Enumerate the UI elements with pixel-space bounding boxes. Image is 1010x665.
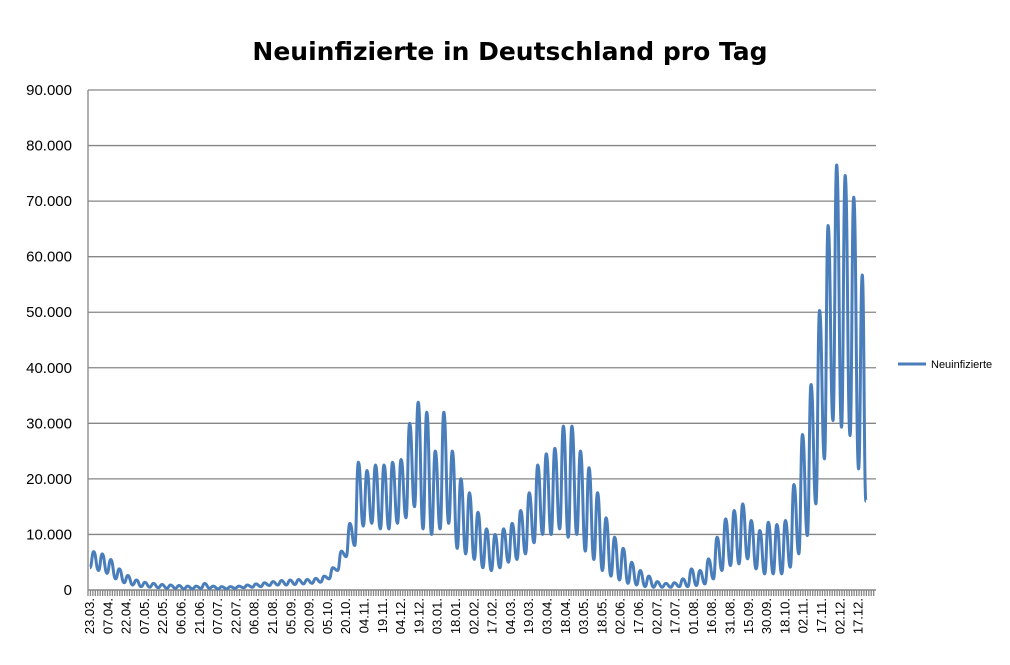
series-group xyxy=(88,163,868,591)
x-tick-label: 17.07. xyxy=(668,598,683,634)
x-tick-label: 04.03. xyxy=(503,598,518,634)
x-tick-label: 19.12. xyxy=(411,598,426,634)
y-tick-label: 10.000 xyxy=(26,526,72,543)
x-tick-label: 03.05. xyxy=(576,598,591,634)
y-tick-label: 60.000 xyxy=(26,249,72,266)
x-tick-label: 22.04. xyxy=(119,598,134,634)
y-axis-labels: 0 10.000 20.000 30.000 40.000 50.000 60.000 70.… xyxy=(26,82,72,599)
x-tick-label: 18.10. xyxy=(777,598,792,634)
x-tick-label: 22.05. xyxy=(155,598,170,634)
y-tick-label: 80.000 xyxy=(26,138,72,155)
y-tick-label: 90.000 xyxy=(26,82,72,99)
x-tick-label: 05.10. xyxy=(320,598,335,634)
x-tick-label: 15.09. xyxy=(741,598,756,634)
y-tick-label: 0 xyxy=(64,582,72,599)
legend: Neuinfizierte xyxy=(898,359,992,371)
x-tick-label: 02.11. xyxy=(796,598,811,633)
x-tick-label: 31.08. xyxy=(723,598,738,634)
y-tick-label: 40.000 xyxy=(26,360,72,377)
x-tick-label: 03.04. xyxy=(540,598,555,634)
x-tick-label: 20.10. xyxy=(338,598,353,634)
x-tick-label: 19.11. xyxy=(375,598,390,633)
y-tick-label: 20.000 xyxy=(26,471,72,488)
x-tick-label: 17.02. xyxy=(485,598,500,634)
x-tick-label: 06.08. xyxy=(247,598,262,634)
x-tick-label: 02.07. xyxy=(649,598,664,634)
x-tick-label: 16.08. xyxy=(704,598,719,634)
chart-title: Neuinfizierte in Deutschland pro Tag xyxy=(252,37,767,66)
x-tick-label: 04.12. xyxy=(393,598,408,634)
x-tick-label: 07.05. xyxy=(137,598,152,634)
x-tick-label: 05.09. xyxy=(283,598,298,634)
x-tick-label: 07.07. xyxy=(210,598,225,634)
gridlines xyxy=(88,89,876,536)
x-tick-label: 06.06. xyxy=(174,598,189,634)
x-tick-label: 17.06. xyxy=(631,598,646,634)
x-tick-label: 30.09. xyxy=(759,598,774,634)
x-tick-label: 03.01. xyxy=(430,598,445,634)
x-axis xyxy=(87,90,876,596)
x-tick-label: 17.11. xyxy=(814,598,829,633)
x-tick-label: 21.06. xyxy=(192,598,207,634)
x-tick-label: 02.12. xyxy=(832,598,847,634)
x-tick-label: 17.12. xyxy=(851,598,866,634)
x-tick-label: 22.07. xyxy=(228,598,243,634)
x-tick-label: 20.09. xyxy=(302,598,317,634)
y-tick-label: 30.000 xyxy=(26,415,72,432)
x-tick-label: 18.01. xyxy=(448,598,463,634)
x-tick-label: 18.04. xyxy=(558,598,573,634)
x-tick-label: 02.02. xyxy=(466,598,481,634)
legend-label: Neuinfizierte xyxy=(931,359,992,371)
x-tick-label: 07.04. xyxy=(100,598,115,634)
x-axis-labels: 23.03. 07.04. 22.04. 07.05. 22.05. 06.06. 21.0… xyxy=(82,598,866,634)
x-tick-label: 02.06. xyxy=(613,598,628,634)
series-line-neuinfizierte xyxy=(88,163,868,591)
x-tick-label: 18.05. xyxy=(594,598,609,634)
x-tick-label: 23.03. xyxy=(82,598,97,634)
x-tick-label: 21.08. xyxy=(265,598,280,634)
x-tick-label: 19.03. xyxy=(521,598,536,634)
x-tick-label: 04.11. xyxy=(357,598,372,633)
x-tick-label: 01.08. xyxy=(686,598,701,634)
y-tick-label: 50.000 xyxy=(26,304,72,321)
y-tick-label: 70.000 xyxy=(26,193,72,210)
